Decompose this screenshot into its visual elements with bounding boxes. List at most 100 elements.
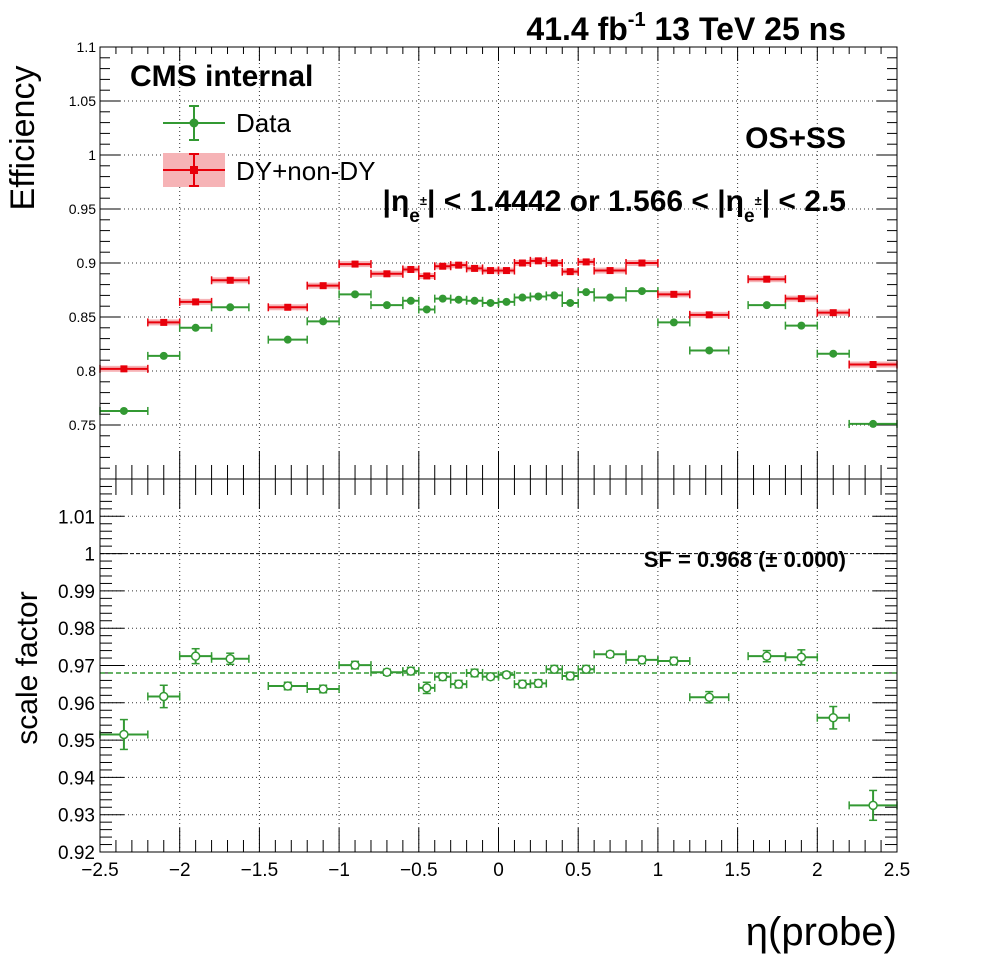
legend-data-entry: Data xyxy=(163,105,291,141)
efficiency-y-tick-label: 0.85 xyxy=(69,309,96,325)
sf-point xyxy=(828,712,838,723)
x-axis-title: η(probe) xyxy=(746,910,897,954)
data-point xyxy=(470,296,479,305)
scale-factor-y-tick-label: 0.93 xyxy=(58,806,95,827)
sf-point xyxy=(637,655,647,665)
scale-factor-y-tick-label: 0.96 xyxy=(58,694,95,715)
data-point xyxy=(283,335,292,344)
cms-label: CMS internal xyxy=(130,60,313,93)
mc-point xyxy=(670,290,678,298)
scale-factor-ticks xyxy=(99,479,898,853)
legend-data-label: Data xyxy=(236,108,291,138)
data-point xyxy=(119,406,128,415)
sf-point xyxy=(762,651,772,661)
scale-factor-y-tick-label: 0.98 xyxy=(58,619,95,640)
eta-region-part1: |η xyxy=(383,185,410,218)
data-point xyxy=(606,293,615,302)
sf-point xyxy=(533,678,544,689)
sf-point xyxy=(796,652,807,663)
eta-region-label: |ηe±| < 1.4442 or 1.566 < |ηe±| < 2.5 xyxy=(383,185,846,227)
efficiency-y-tick-labels: 0.75 0.8 0.85 0.9 0.95 1 1.05 1.1 xyxy=(69,39,96,433)
lumi-value: 41.4 fb xyxy=(526,11,627,47)
data-point xyxy=(406,296,415,305)
mc-point xyxy=(192,298,200,306)
sf-point xyxy=(469,668,480,678)
mc-point xyxy=(566,268,574,276)
x-tick-label: 0.5 xyxy=(565,860,591,881)
x-tick-label: −1.5 xyxy=(241,860,279,881)
eta-region-part2: | < 1.4442 or 1.566 < |η xyxy=(427,185,744,218)
mc-point xyxy=(705,311,713,319)
sf-point xyxy=(669,656,679,666)
x-tick-label: 0 xyxy=(493,860,504,881)
data-point xyxy=(502,297,511,306)
data-point xyxy=(550,291,559,300)
mc-point xyxy=(439,262,447,270)
data-point xyxy=(637,287,646,296)
scale-factor-axis-title: scale factor xyxy=(11,591,44,744)
legend-mc-entry: DY+non-DY xyxy=(163,153,375,187)
mc-point xyxy=(319,282,327,290)
mc-point xyxy=(284,303,292,311)
mc-point xyxy=(471,264,479,272)
mc-point xyxy=(120,365,128,373)
mc-point xyxy=(518,259,526,267)
sf-point xyxy=(422,683,432,693)
legend: Data DY+non-DY xyxy=(163,105,375,187)
eta-region-sup2: ± xyxy=(755,193,762,208)
mc-point xyxy=(606,267,614,275)
sf-point xyxy=(581,664,591,674)
scale-factor-x-tick-labels: −2.5 −2 −1.5 −1 −0.5 0 0.5 1 1.5 2 2.5 xyxy=(81,860,910,881)
scale-factor-y-tick-label: 0.99 xyxy=(58,582,95,603)
data-point xyxy=(534,292,543,301)
mc-point xyxy=(487,267,495,275)
sf-point xyxy=(382,667,392,677)
efficiency-axis-title: Efficiency xyxy=(4,66,42,211)
data-point xyxy=(518,293,527,302)
mc-point xyxy=(534,257,542,265)
os-ss-label: OS+SS xyxy=(745,122,846,155)
data-point xyxy=(319,317,328,326)
sf-point xyxy=(549,664,560,674)
eta-region-sub2: e xyxy=(744,206,755,227)
sf-point xyxy=(225,654,235,664)
mc-point xyxy=(869,361,877,369)
mc-point xyxy=(351,260,359,268)
efficiency-y-tick-label: 0.95 xyxy=(69,201,96,217)
x-tick-label: 1.5 xyxy=(724,860,750,881)
eta-region-sup1: ± xyxy=(420,193,427,208)
legend-mc-marker xyxy=(190,166,198,174)
data-point xyxy=(869,419,878,428)
eta-region-part3: | < 2.5 xyxy=(762,185,846,218)
data-point xyxy=(762,301,771,310)
mc-point xyxy=(638,259,646,267)
sf-point xyxy=(605,649,615,660)
data-point xyxy=(159,351,168,360)
sf-point xyxy=(868,800,878,811)
mc-point xyxy=(226,276,234,284)
efficiency-series xyxy=(99,256,898,428)
sf-point xyxy=(350,660,360,670)
data-point xyxy=(829,349,838,358)
efficiency-grid xyxy=(100,47,897,479)
x-tick-label: 2 xyxy=(812,860,823,881)
data-point xyxy=(566,298,575,307)
sf-point xyxy=(453,679,464,689)
sf-point xyxy=(318,684,328,694)
legend-data-marker xyxy=(189,118,199,128)
sf-point xyxy=(501,670,512,680)
sf-point xyxy=(517,679,528,689)
sf-point xyxy=(406,666,416,676)
data-point xyxy=(191,323,200,332)
mc-point xyxy=(455,261,463,269)
data-point xyxy=(582,288,591,297)
data-point xyxy=(226,303,235,312)
sf-point xyxy=(159,691,169,702)
mc-point xyxy=(160,318,168,326)
x-tick-label: 2.5 xyxy=(884,860,910,881)
sf-point xyxy=(437,671,448,682)
lumi-exponent: -1 xyxy=(628,9,646,31)
scale-factor-grid xyxy=(100,479,897,852)
data-point xyxy=(382,301,391,310)
